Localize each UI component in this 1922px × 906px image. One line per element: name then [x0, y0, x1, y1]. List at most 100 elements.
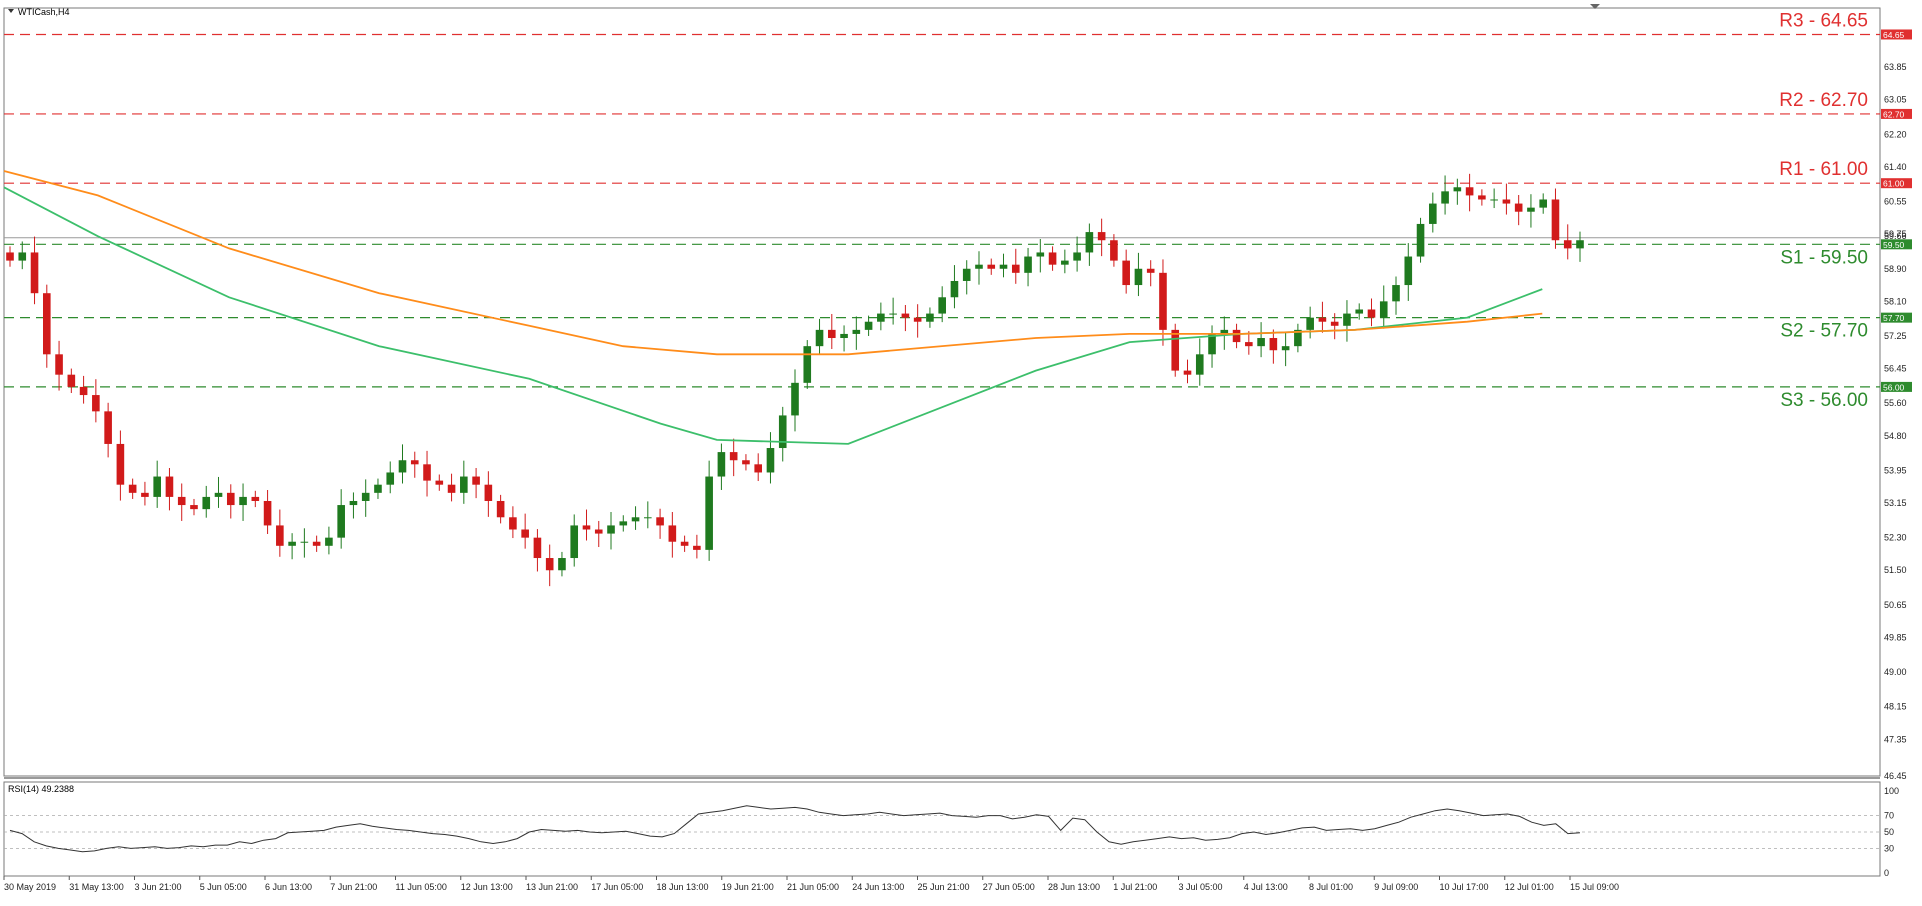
candle-body [656, 517, 664, 526]
price-tick-label: 58.90 [1884, 264, 1907, 274]
time-tick-label: 3 Jun 21:00 [135, 882, 182, 892]
candle-body [717, 452, 726, 477]
candle-body [864, 321, 873, 330]
time-tick-label: 19 Jun 21:00 [722, 882, 774, 892]
candle-body [312, 541, 321, 546]
level-tag-s3 [1881, 381, 1912, 392]
time-tick-label: 13 Jun 21:00 [526, 882, 578, 892]
candle-body [1036, 252, 1045, 257]
candle-body [30, 252, 39, 294]
candle-body [1576, 240, 1584, 249]
candle-body [398, 460, 407, 473]
candle-body [815, 329, 824, 347]
candle-body [1367, 309, 1376, 318]
level-tag-text: 57.70 [1883, 313, 1905, 323]
rsi-tick-label: 0 [1884, 868, 1889, 878]
candle-body [509, 517, 517, 530]
level-label-s2: S2 - 57.70 [1780, 321, 1868, 342]
candle-body [435, 480, 444, 485]
candle-body [570, 525, 579, 559]
candle-body [79, 386, 88, 396]
candle-body [1011, 264, 1020, 273]
candle-body [42, 293, 51, 355]
candle-body [214, 492, 223, 497]
candle-body [92, 395, 100, 412]
candle-body [1404, 256, 1413, 286]
candle-body [619, 521, 628, 526]
candle-body [742, 460, 750, 465]
candle-body [263, 500, 272, 526]
rsi-plot-frame [3, 781, 1881, 877]
level-tag-r2 [1881, 108, 1912, 119]
candle-body [1465, 187, 1474, 196]
rsi-tick-label: 30 [1884, 843, 1894, 853]
candle-body [729, 452, 738, 461]
time-tick-label: 28 Jun 13:00 [1048, 882, 1100, 892]
candle-body [1453, 187, 1462, 192]
candle-body [141, 492, 149, 497]
time-tick-label: 4 Jul 13:00 [1244, 882, 1288, 892]
candle-body [325, 537, 333, 546]
candle-body [803, 346, 812, 383]
candle-body [386, 472, 395, 485]
candle-body [1343, 313, 1351, 326]
level-tag-text: 59.50 [1883, 240, 1905, 250]
ma-slow-line [3, 170, 1543, 356]
time-tick-label: 6 Jun 13:00 [265, 882, 312, 892]
price-tick-label: 62.20 [1884, 129, 1907, 139]
candle-body [754, 464, 763, 473]
candle-body [288, 541, 296, 546]
candle-body [987, 264, 996, 269]
candle-body [300, 541, 309, 543]
candle-body [1208, 333, 1216, 355]
candle-body [950, 280, 959, 298]
time-tick-label: 7 Jun 21:00 [330, 882, 377, 892]
price-tick-label: 47.35 [1884, 734, 1907, 744]
candle-body [644, 517, 652, 519]
rsi-label: RSI(14) 49.2388 [8, 784, 74, 794]
scroll-marker-icon[interactable] [1590, 4, 1600, 9]
candle-body [778, 415, 787, 449]
candle-body [1441, 191, 1449, 204]
candle-body [67, 374, 76, 387]
price-tick-label: 52.30 [1884, 533, 1907, 543]
time-tick-label: 5 Jun 05:00 [200, 882, 247, 892]
rsi-tick-label: 100 [1884, 786, 1899, 796]
time-tick-label: 30 May 2019 [4, 882, 56, 892]
candle-body [1183, 370, 1192, 375]
candle-body [705, 476, 713, 550]
price-tick-label: 54.80 [1884, 431, 1907, 441]
candle-body [1539, 199, 1548, 208]
candle-body [680, 541, 689, 546]
price-tick-label: 48.15 [1884, 702, 1907, 712]
candle-body [1502, 199, 1511, 204]
candle-body [1490, 199, 1498, 201]
candle-body [349, 500, 358, 506]
candle-body [558, 558, 566, 571]
price-tick-label: 55.60 [1884, 398, 1907, 408]
candle-body [1392, 285, 1400, 302]
candle-body [889, 313, 897, 315]
price-tick-label: 53.15 [1884, 498, 1907, 508]
time-tick-label: 8 Jul 01:00 [1309, 882, 1353, 892]
candle-body [1281, 346, 1290, 351]
candle-body [1330, 321, 1339, 326]
candle-body [938, 297, 946, 314]
candle-body [484, 484, 493, 501]
price-tick-label: 63.85 [1884, 62, 1907, 72]
candle-body [226, 492, 235, 506]
candle-body [607, 525, 615, 534]
price-tick-label: 49.00 [1884, 667, 1907, 677]
dropdown-arrow-icon[interactable] [8, 9, 14, 13]
candle-body [594, 529, 603, 534]
time-tick-label: 10 Jul 17:00 [1440, 882, 1489, 892]
candle-body [852, 329, 861, 334]
level-tag-s1 [1881, 239, 1912, 250]
candle-body [1245, 342, 1253, 347]
candle-body [1527, 207, 1535, 212]
candle-body [533, 537, 542, 559]
time-tick-label: 31 May 13:00 [69, 882, 124, 892]
time-tick-label: 15 Jul 09:00 [1570, 882, 1619, 892]
candle-body [251, 496, 260, 501]
